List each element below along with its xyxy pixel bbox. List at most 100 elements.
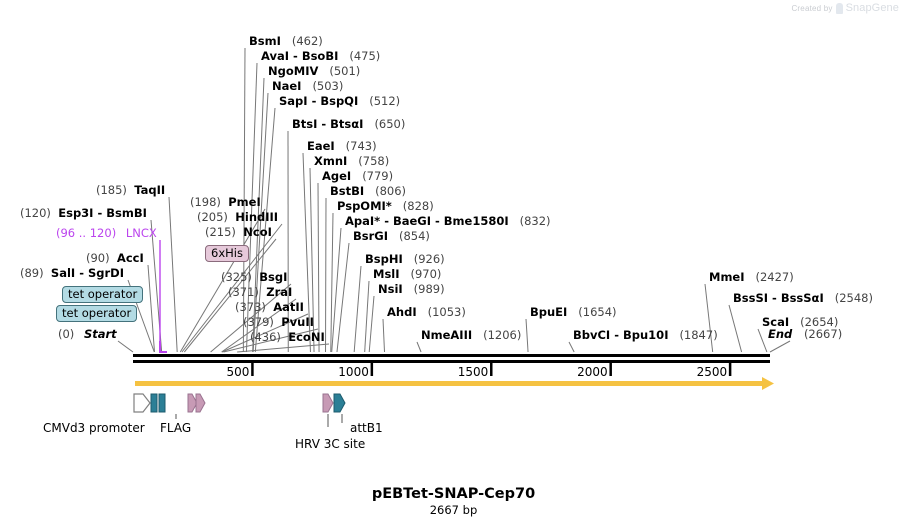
enzyme-label[interactable]: ScaI (2654): [762, 316, 838, 329]
enzyme-name: BaeGI: [392, 214, 432, 228]
feature-label-lncx[interactable]: (96 .. 120) LNCX: [56, 226, 157, 240]
enzyme-name: Bme1580I: [443, 214, 509, 228]
badge-6xhis[interactable]: 6xHis: [205, 245, 249, 262]
feature-name-attb1[interactable]: attB1: [350, 421, 383, 435]
enzyme-position: (475): [349, 49, 381, 63]
enzyme-label[interactable]: NmeAIII (1206): [421, 329, 521, 342]
enzyme-label[interactable]: (371) ZraI: [228, 286, 292, 299]
enzyme-name: BsmI: [249, 34, 281, 48]
feature-name-hrv-3c-site[interactable]: HRV 3C site: [295, 437, 366, 451]
enzyme-leader-line: [757, 328, 768, 353]
feature-glyph-tet-operator-2[interactable]: [158, 393, 166, 413]
enzyme-leader-line: [221, 298, 297, 353]
marker-start[interactable]: (0) Start: [58, 328, 117, 341]
enzyme-position: (2427): [755, 270, 794, 284]
enzyme-position: (503): [312, 79, 344, 93]
enzyme-name-separator: -: [93, 206, 107, 220]
feature-glyph-flag[interactable]: [187, 393, 206, 413]
lncx-range: (96 .. 120): [56, 226, 117, 240]
enzyme-name: BtsI: [292, 117, 318, 131]
feature-name-flag[interactable]: FLAG: [160, 421, 192, 435]
enzyme-label[interactable]: BtsI - BtsαI (650): [292, 118, 405, 131]
enzyme-position: (1847): [679, 328, 718, 342]
enzyme-name: Bpu10I: [623, 328, 669, 342]
start-label: Start: [83, 327, 117, 341]
enzyme-label[interactable]: (185) TaqII: [96, 184, 165, 197]
enzyme-position: (806): [375, 184, 407, 198]
enzyme-position: (373): [235, 300, 266, 314]
snapgene-watermark: Created by SnapGene: [791, 2, 899, 14]
orf-direction-arrow: [135, 377, 774, 390]
enzyme-leader-line: [221, 313, 309, 353]
enzyme-label[interactable]: ApaI* - BaeGI - Bme1580I (832): [345, 215, 551, 228]
enzyme-name: MmeI: [709, 270, 745, 284]
enzyme-name: PmeI: [228, 195, 261, 209]
enzyme-position: (970): [410, 267, 442, 281]
enzyme-label[interactable]: AhdI (1053): [387, 306, 466, 319]
enzyme-label[interactable]: BspHI (926): [365, 253, 445, 266]
enzyme-label[interactable]: EaeI (743): [307, 140, 377, 153]
enzyme-name: BssSI: [733, 291, 769, 305]
enzyme-name: AatII: [273, 300, 304, 314]
enzyme-leader-line: [147, 264, 155, 353]
enzyme-label[interactable]: (90) AccI: [86, 252, 144, 265]
marker-leader-line: [117, 340, 134, 353]
feature-name-cmvd3-promoter[interactable]: CMVd3 promoter: [43, 421, 145, 435]
enzyme-position: (758): [358, 154, 390, 168]
enzyme-name: SapI: [279, 94, 308, 108]
enzyme-label[interactable]: BstBI (806): [330, 185, 406, 198]
start-pos: (0): [58, 327, 75, 341]
enzyme-name: BspQI: [320, 94, 359, 108]
enzyme-label[interactable]: (373) AatII: [235, 301, 304, 314]
enzyme-name: HindIII: [235, 210, 279, 224]
enzyme-position: (743): [345, 139, 377, 153]
enzyme-leader-line: [181, 223, 283, 353]
enzyme-leader-line: [210, 283, 292, 353]
enzyme-label[interactable]: MmeI (2427): [709, 271, 794, 284]
enzyme-leader-line: [728, 304, 743, 353]
enzyme-label[interactable]: SapI - BspQI (512): [279, 95, 400, 108]
enzyme-name: AccI: [116, 251, 144, 265]
snapgene-logo-icon: [835, 2, 843, 14]
enzyme-label[interactable]: (120) Esp3I - BsmBI: [20, 207, 147, 220]
enzyme-name: SgrDI: [87, 266, 124, 280]
feature-glyph-hrv-3c-site[interactable]: [322, 393, 334, 413]
enzyme-label[interactable]: NsiI (989): [378, 283, 445, 296]
enzyme-label[interactable]: (89) SalI - SgrDI: [20, 267, 124, 280]
enzyme-position: (436): [250, 330, 281, 344]
enzyme-name: BspHI: [365, 252, 403, 266]
enzyme-label[interactable]: AvaI - BsoBI (475): [261, 50, 380, 63]
enzyme-label[interactable]: BbvCI - Bpu10I (1847): [573, 329, 718, 342]
badge-tet-operator-2[interactable]: tet operator: [56, 305, 138, 322]
feature-glyph-cmvd3-promoter[interactable]: [133, 393, 151, 413]
enzyme-leader-line: [242, 47, 246, 353]
feature-glyph-tet-operator-1[interactable]: [150, 393, 158, 413]
enzyme-label[interactable]: NgoMIV (501): [268, 65, 360, 78]
enzyme-label[interactable]: (379) PvuII: [243, 316, 314, 329]
enzyme-label[interactable]: BpuEI (1654): [530, 306, 617, 319]
enzyme-label[interactable]: (215) NcoI: [205, 226, 272, 239]
enzyme-name-separator: -: [317, 117, 331, 131]
feature-glyph-attb1[interactable]: [333, 393, 346, 413]
badge-tet-operator-1[interactable]: tet operator: [62, 286, 144, 303]
enzyme-name: ZraI: [266, 285, 293, 299]
enzyme-label[interactable]: BssSI - BssSαI (2548): [733, 292, 873, 305]
enzyme-position: (379): [243, 315, 274, 329]
marker-end[interactable]: End (2667): [768, 328, 842, 341]
enzyme-label[interactable]: PspOMI* (828): [337, 200, 434, 213]
enzyme-label[interactable]: (205) HindIII: [197, 211, 278, 224]
enzyme-name-separator: -: [768, 291, 781, 305]
enzyme-label[interactable]: AgeI (779): [322, 170, 393, 183]
enzyme-label[interactable]: (325) BsgI: [221, 271, 287, 284]
enzyme-label[interactable]: XmnI (758): [314, 155, 389, 168]
enzyme-position: (1654): [578, 305, 617, 319]
enzyme-name-separator: -: [289, 49, 302, 63]
enzyme-label[interactable]: NaeI (503): [272, 80, 343, 93]
enzyme-label[interactable]: BsmI (462): [249, 35, 323, 48]
enzyme-name: BssSαI: [780, 291, 824, 305]
ruler-tick-label: 2000: [577, 365, 608, 379]
enzyme-label[interactable]: BsrGI (854): [353, 230, 430, 243]
enzyme-label[interactable]: MslI (970): [373, 268, 441, 281]
enzyme-label[interactable]: (436) EcoNI: [250, 331, 325, 344]
enzyme-label[interactable]: (198) PmeI: [190, 196, 261, 209]
